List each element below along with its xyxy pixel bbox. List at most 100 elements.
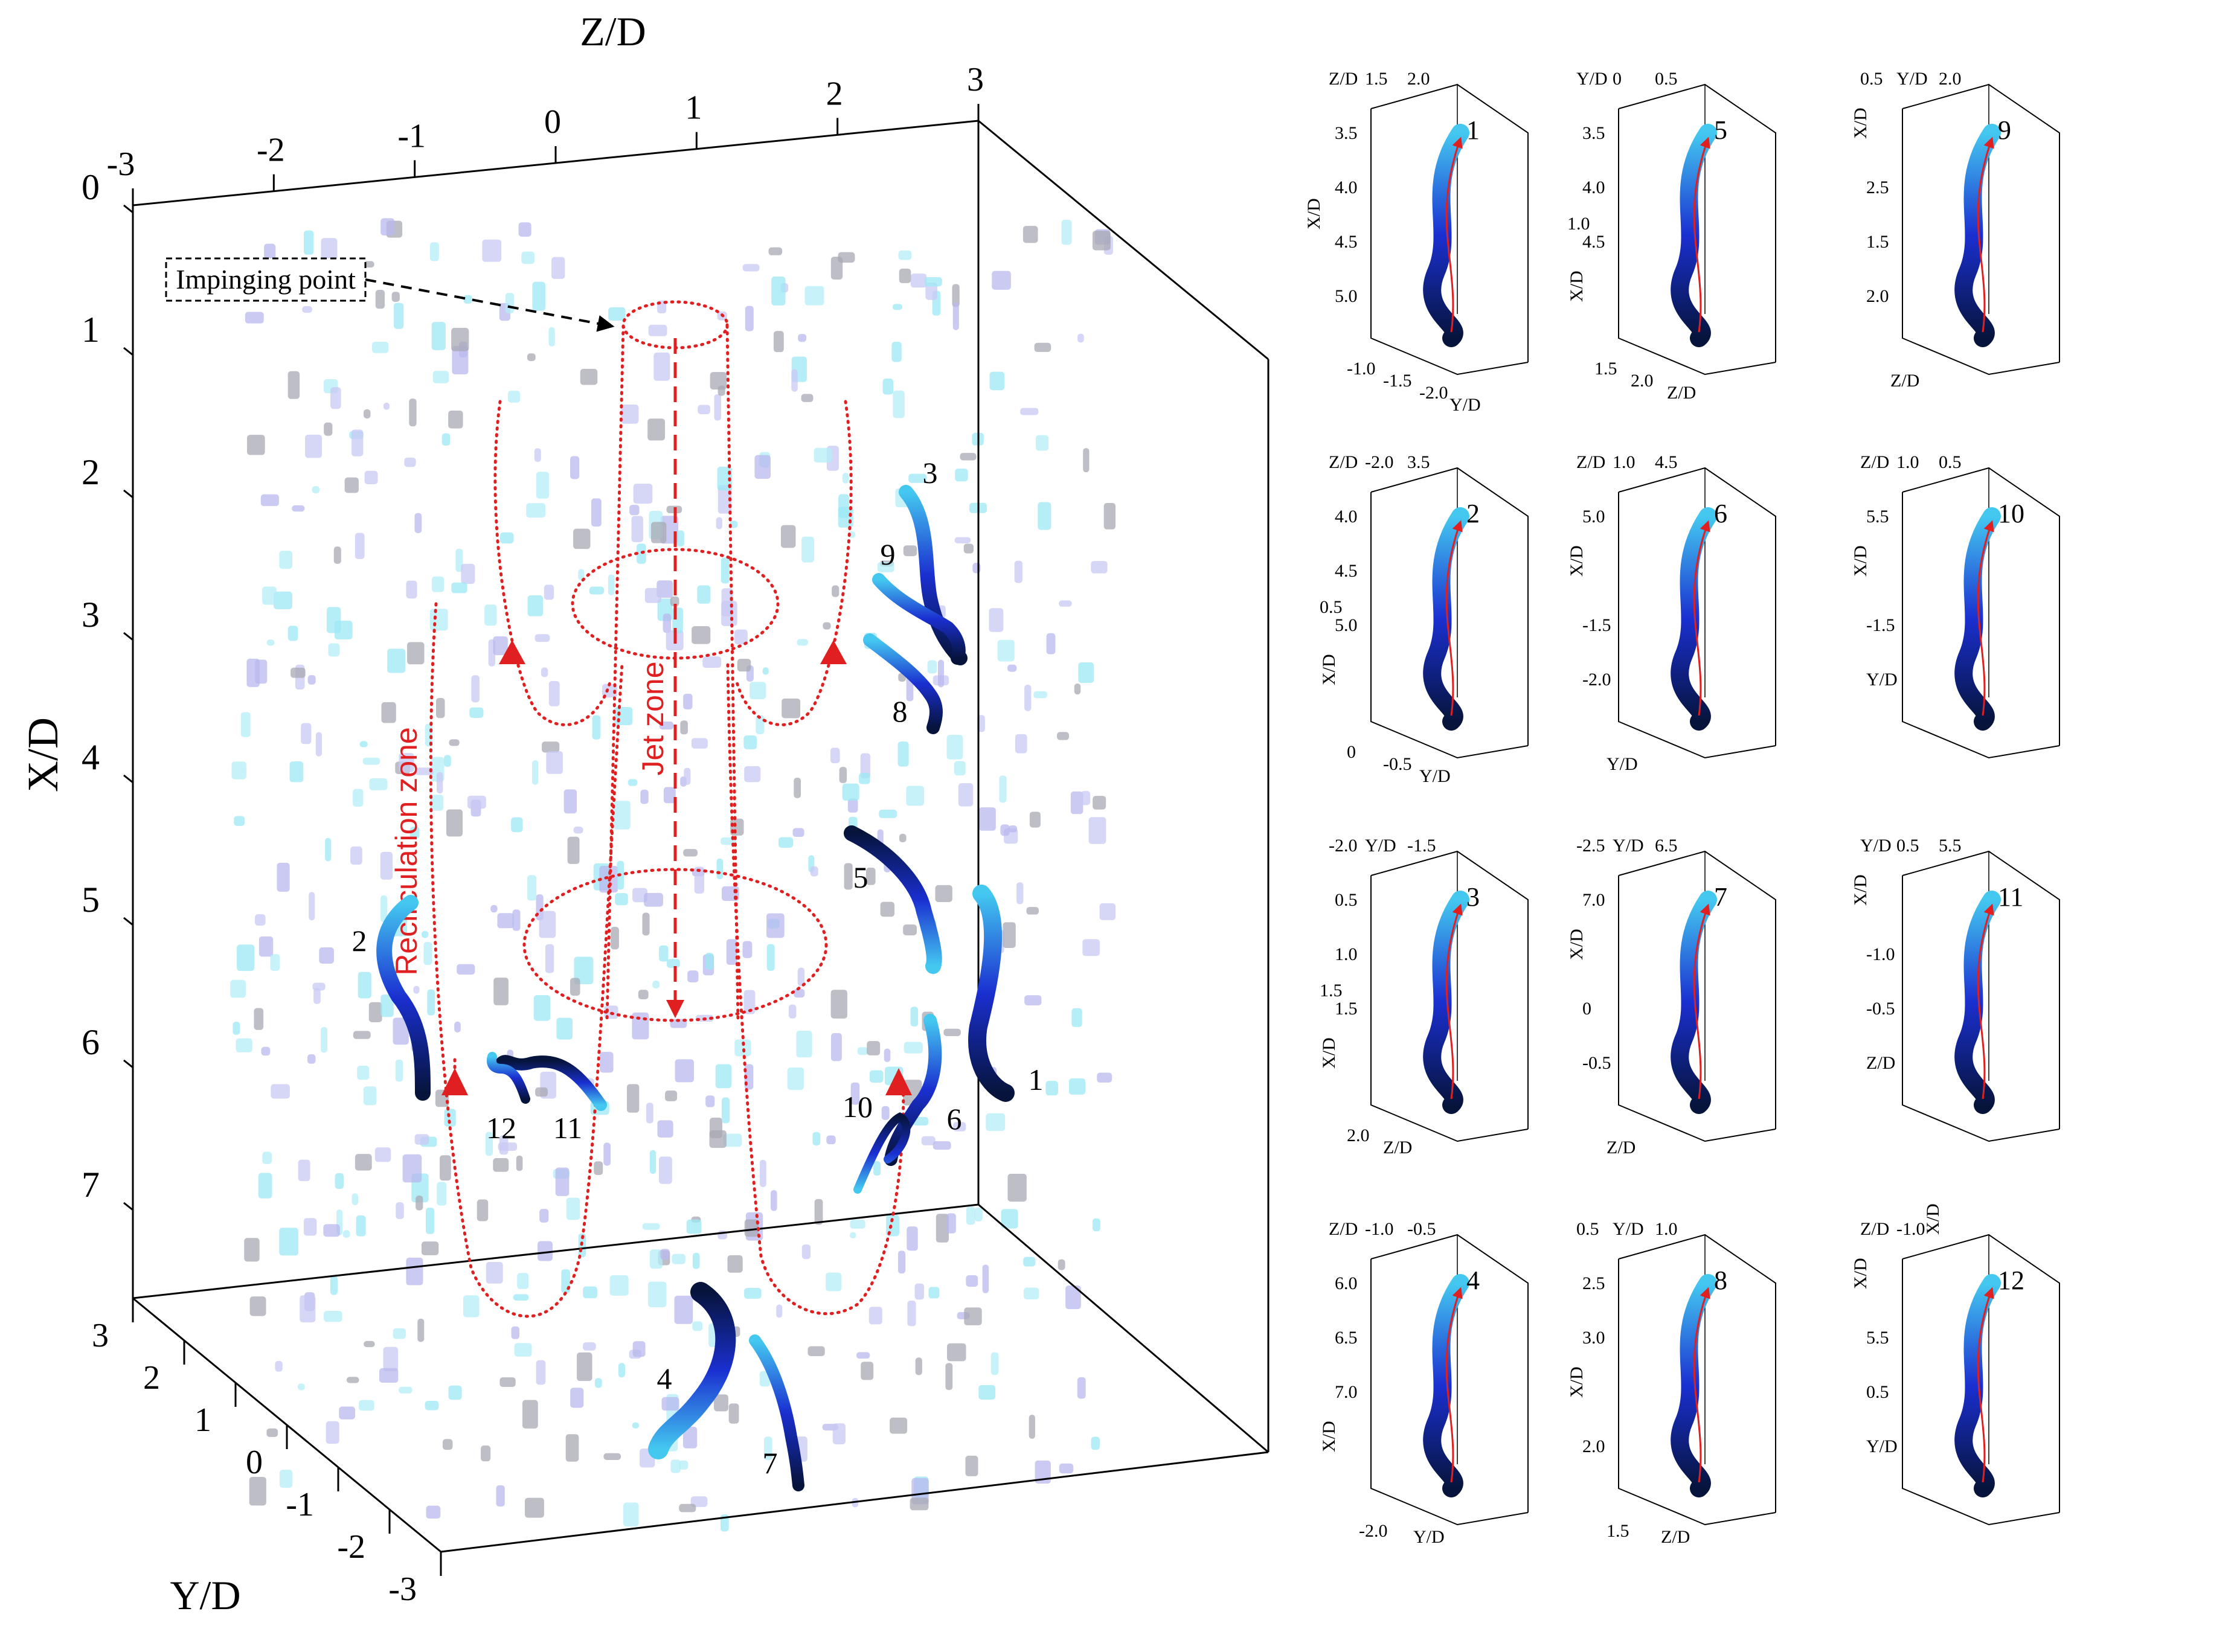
particle <box>899 833 907 843</box>
particle <box>446 809 463 837</box>
particle <box>690 1496 708 1507</box>
subplot-front-edges <box>1370 876 1529 1142</box>
particle <box>358 972 371 999</box>
subplot-7: 7 -2.5 Y/D 6.5 7.0 X/D 0 -0.5 Z/D <box>1567 836 1776 1157</box>
particle <box>454 1021 461 1032</box>
particle <box>691 738 708 749</box>
subplot-tick-label: -2.0 <box>1359 1521 1388 1541</box>
subplot-front-edges <box>1370 1259 1529 1526</box>
particle <box>1081 790 1091 805</box>
particle <box>548 680 560 706</box>
subplot-tick-label: 5.5 <box>1866 507 1889 527</box>
subplot-front-edges <box>1902 876 2060 1142</box>
particle <box>661 1397 679 1411</box>
particle <box>303 1218 317 1236</box>
particle <box>258 936 274 957</box>
particle <box>754 455 771 479</box>
particle <box>425 1400 439 1410</box>
subplot-axis-title: Z/D <box>1576 452 1605 472</box>
particle <box>261 1046 271 1056</box>
particle <box>1083 448 1090 473</box>
subplot-back-edges <box>1902 467 2060 746</box>
particle <box>507 391 521 403</box>
particle <box>928 1287 940 1299</box>
impinging-point-label: Impinging point <box>176 264 356 295</box>
subplot-5: 5 Y/D 0 0.5 3.5 4.0 4.5 X/D 1.0 1.5 2.0 Z/D <box>1567 69 1776 403</box>
particle <box>658 1156 672 1184</box>
particle <box>621 404 639 424</box>
particle <box>380 218 395 235</box>
particle <box>1099 903 1116 920</box>
subplot-tick-label: 0.5 <box>1320 597 1343 617</box>
particle <box>313 988 321 1004</box>
particle <box>287 371 300 399</box>
particle <box>801 1244 811 1260</box>
particle <box>826 1272 842 1292</box>
particle <box>1008 825 1018 833</box>
subplot-tick-label: 0.5 <box>1866 1382 1889 1402</box>
particle <box>955 469 968 482</box>
subplot-id-label: 12 <box>1998 1266 2024 1295</box>
trajectory-8 <box>863 633 943 734</box>
particle <box>810 866 818 877</box>
particle <box>363 409 371 419</box>
particle <box>511 817 523 833</box>
subplot-tick-label: -1.5 <box>1407 836 1436 856</box>
subplot-axis-title: Y/D <box>1419 766 1451 786</box>
particle <box>1092 231 1111 251</box>
particle <box>505 293 515 313</box>
particle <box>594 1161 603 1175</box>
particle <box>279 1470 293 1488</box>
particle <box>594 1378 602 1388</box>
subplot-axis-title: X/D <box>1923 1203 1943 1235</box>
particle <box>856 1352 870 1359</box>
particle <box>469 707 484 718</box>
particle <box>355 1154 372 1171</box>
particle <box>903 924 917 936</box>
particle <box>1033 691 1047 699</box>
subplot-direction-arrow <box>1977 520 1994 716</box>
particle <box>830 257 843 280</box>
particle <box>715 1064 732 1089</box>
particle <box>734 1039 751 1057</box>
particle <box>383 1346 399 1371</box>
particle <box>1016 882 1024 904</box>
subplot-front-edges <box>1618 1259 1776 1526</box>
particle <box>683 693 693 709</box>
particle <box>356 1215 366 1237</box>
particle <box>910 1007 919 1027</box>
subplot-axis-title: Y/D <box>1365 836 1396 856</box>
subplot-trajectory <box>1954 891 2001 1114</box>
particle <box>344 477 359 493</box>
particle <box>908 473 927 483</box>
subplot-tick-label: 0.5 <box>1896 836 1919 856</box>
particle <box>406 580 417 599</box>
particle <box>435 697 445 719</box>
particle <box>231 761 246 780</box>
particle <box>873 1161 881 1176</box>
particle <box>556 1017 573 1040</box>
particle <box>516 1155 523 1171</box>
particle <box>499 532 514 543</box>
particle <box>986 1113 1006 1132</box>
particle <box>743 735 757 749</box>
particle <box>642 912 650 936</box>
particle <box>511 1326 519 1339</box>
particle <box>952 284 960 307</box>
particle <box>1077 1377 1086 1399</box>
particle <box>236 1038 252 1052</box>
particle <box>277 862 290 892</box>
subplot-tick-label: 3.5 <box>1582 123 1605 143</box>
recirculation-zone-label: Recirculation zone <box>390 727 423 975</box>
particle <box>240 712 251 737</box>
subplot-tick-label: 5.0 <box>1582 507 1605 527</box>
particle <box>275 1360 283 1372</box>
subplot-back-edges <box>1370 83 1529 362</box>
x-axis: 0 1 2 3 4 5 6 7 X/D <box>19 167 133 1211</box>
particle <box>541 667 548 677</box>
subplot-tick-label: 5.5 <box>1939 836 1962 856</box>
particle <box>865 867 876 885</box>
particle <box>301 723 312 744</box>
particle <box>566 1197 580 1220</box>
